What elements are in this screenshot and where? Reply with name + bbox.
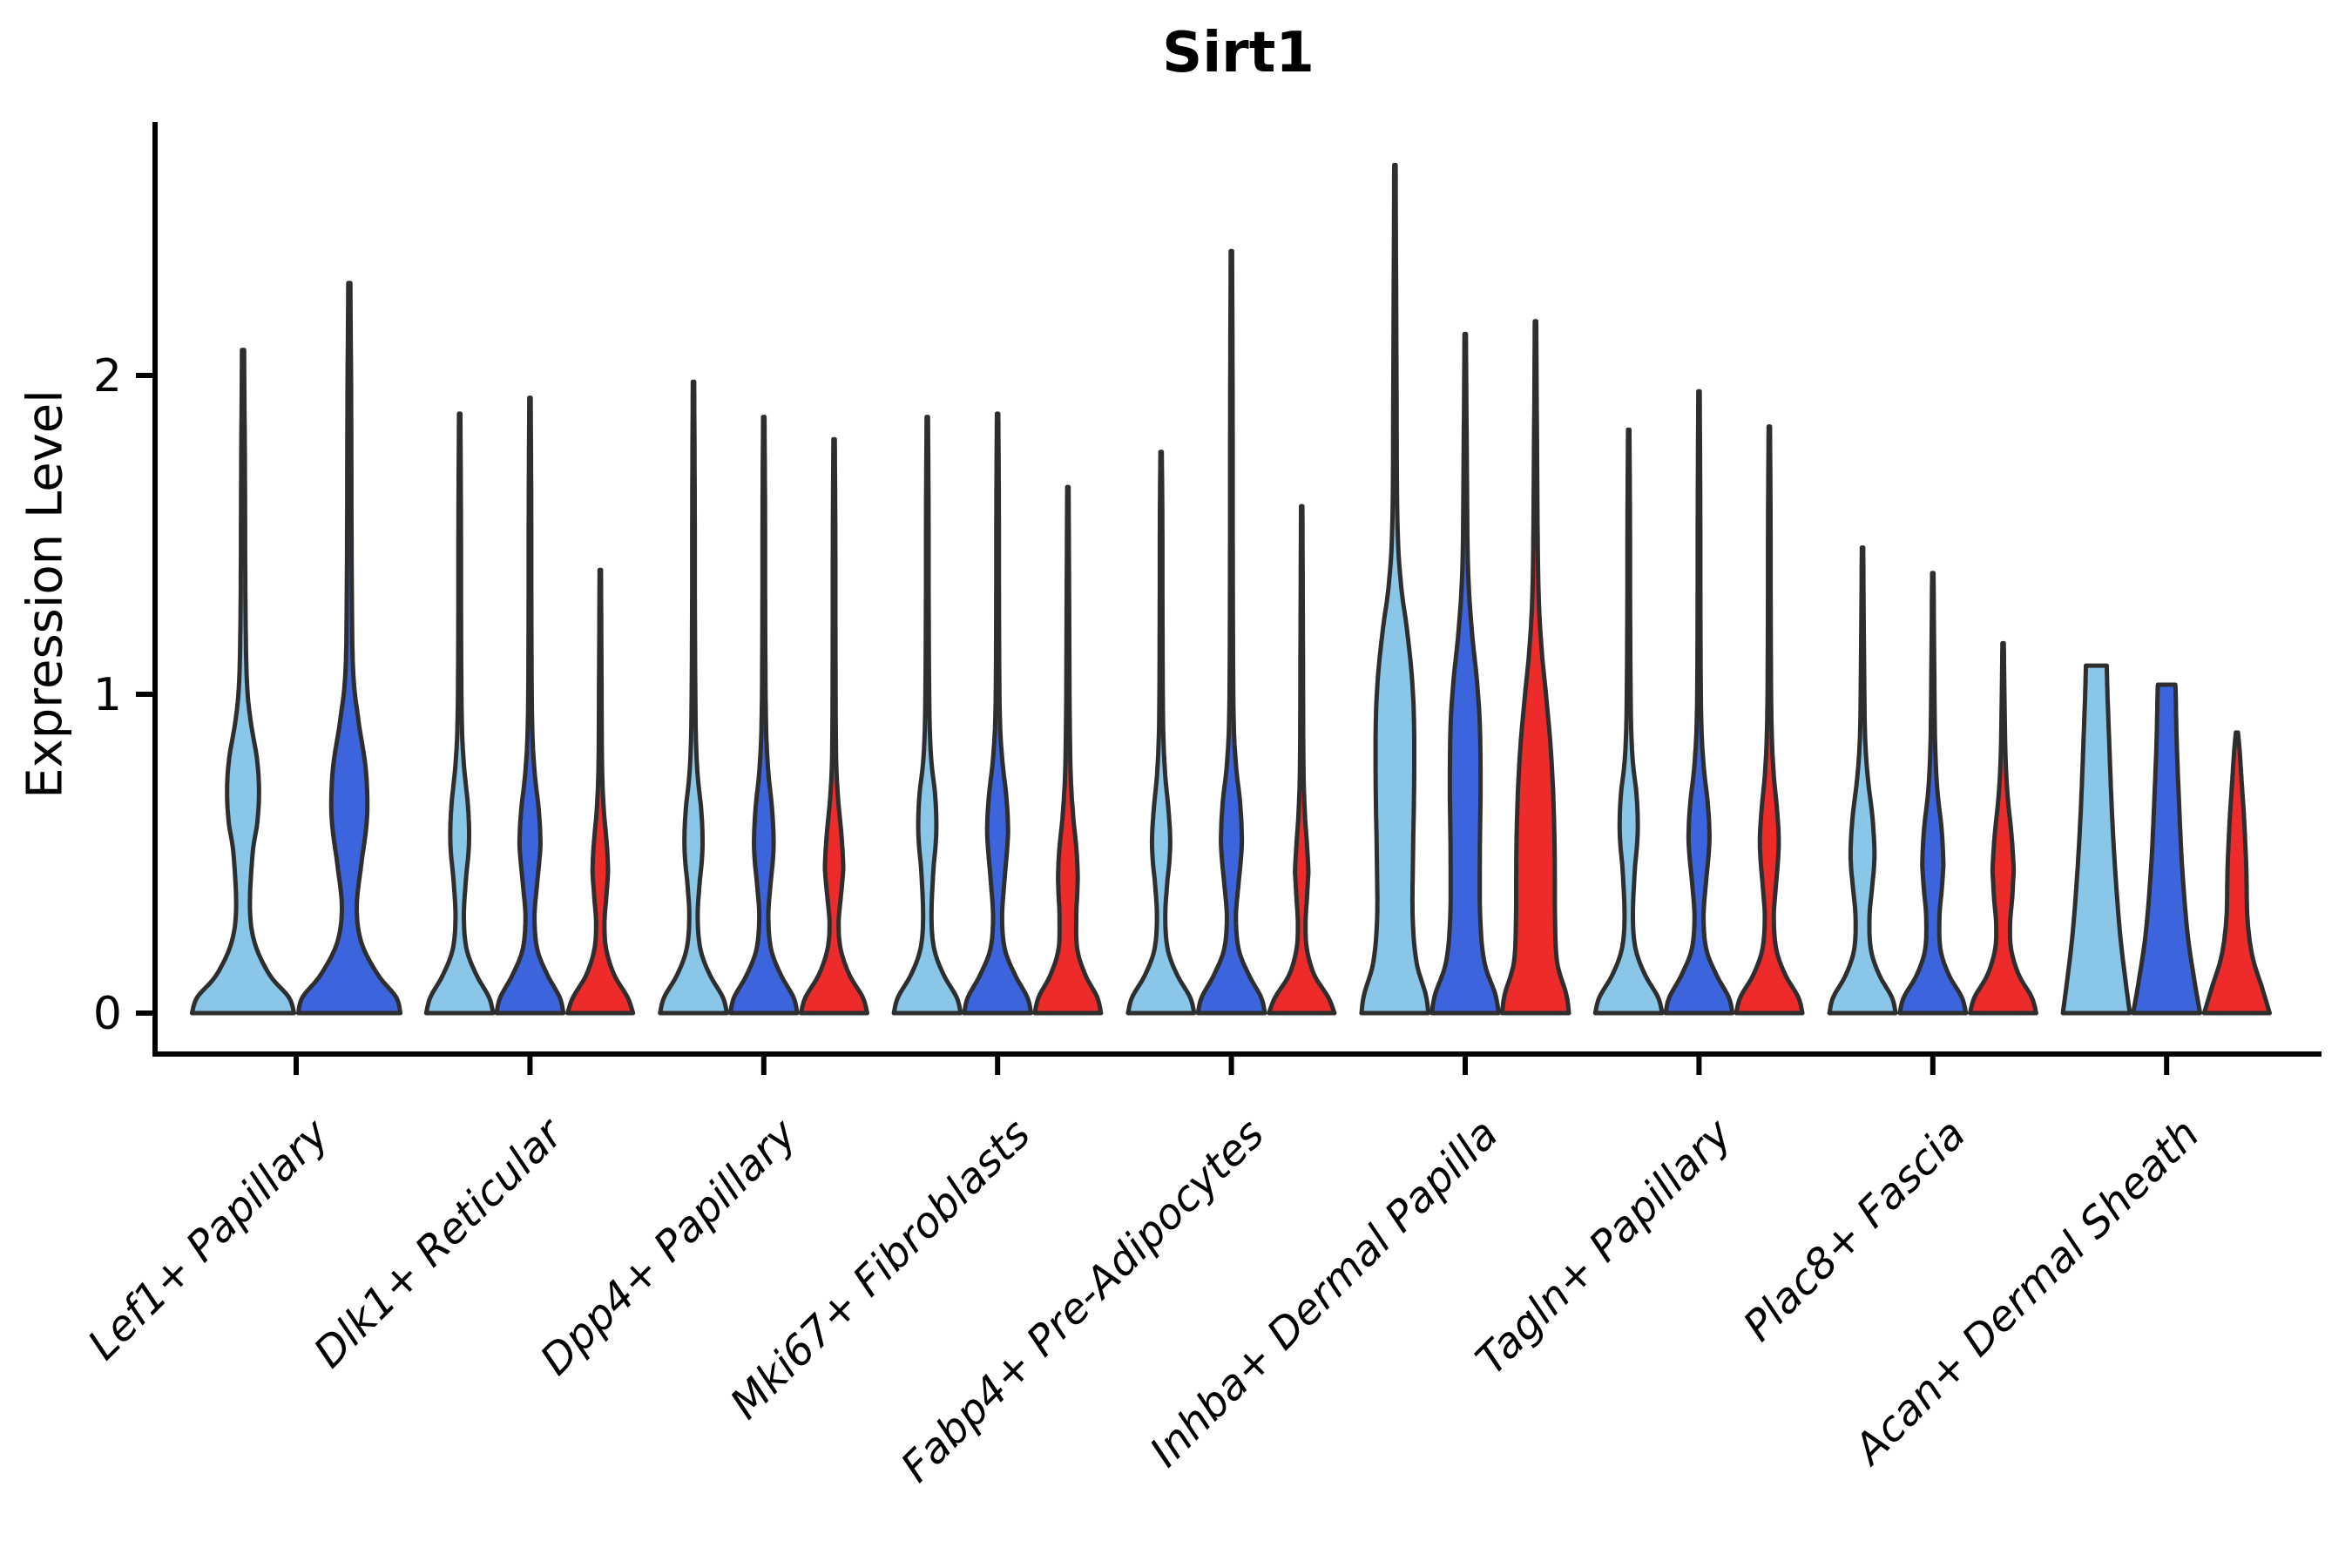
x-tick-label: Dlk1+ Reticular — [305, 1108, 575, 1378]
y-tick-label: 2 — [93, 350, 122, 402]
y-tick-label: 0 — [93, 988, 122, 1040]
violin-dpp4-red — [799, 436, 869, 1016]
violin-tagln-light-blue — [1592, 427, 1665, 1016]
violin-mki67-red — [1032, 484, 1104, 1016]
violin-mki67-light-blue — [891, 415, 963, 1016]
violin-fabp4-red — [1267, 504, 1337, 1016]
y-axis-label: Expression Level — [17, 389, 74, 799]
violin-dpp4-light-blue — [658, 379, 729, 1016]
violin-fabp4-dark-blue — [1195, 248, 1267, 1016]
chart-title: Sirt1 — [1162, 21, 1315, 85]
violin-tagln-dark-blue — [1663, 389, 1735, 1016]
x-tick-label: Dpp4+ Papillary — [531, 1109, 807, 1384]
y-tick-label: 1 — [93, 669, 122, 721]
violin-dpp4-dark-blue — [727, 415, 800, 1016]
violin-mki67-dark-blue — [962, 411, 1034, 1016]
x-tick-label: Lef1+ Papillary — [78, 1109, 339, 1369]
violin-plac8-dark-blue — [1897, 571, 1969, 1016]
violin-inhba-light-blue — [1359, 162, 1431, 1016]
violin-inhba-red — [1499, 319, 1571, 1016]
x-tick-label: Plac8+ Fascia — [1734, 1110, 1976, 1351]
violin-acan-dark-blue — [2131, 682, 2203, 1016]
violin-inhba-dark-blue — [1429, 331, 1501, 1016]
violin-plac8-red — [1968, 640, 2038, 1016]
x-tick-label: Tagln+ Papillary — [1467, 1109, 1742, 1384]
violin-tagln-red — [1734, 424, 1805, 1016]
violin-plac8-light-blue — [1827, 545, 1898, 1016]
violin-dlk1-red — [565, 567, 636, 1016]
violin-dlk1-light-blue — [423, 411, 496, 1016]
violin-lef1-light-blue — [189, 348, 297, 1016]
violin-acan-red — [2201, 730, 2272, 1016]
violin-fabp4-light-blue — [1125, 449, 1197, 1016]
violin-dlk1-dark-blue — [494, 395, 566, 1016]
violin-lef1-dark-blue — [295, 280, 403, 1016]
violin-acan-light-blue — [2060, 663, 2132, 1016]
